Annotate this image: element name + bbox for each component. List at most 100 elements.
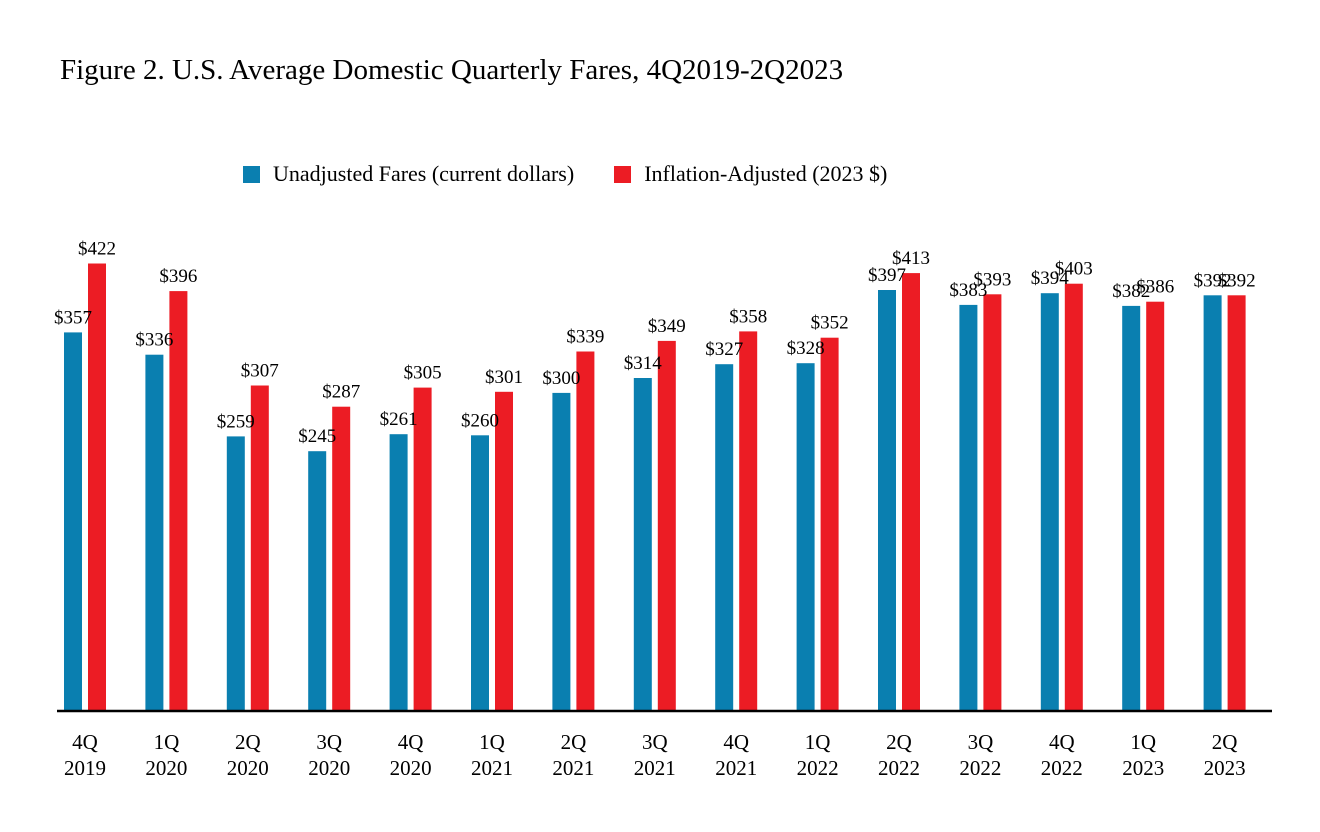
chart-title: Figure 2. U.S. Average Domestic Quarterl…: [60, 54, 844, 86]
x-tick-year-12: 2022: [1041, 756, 1083, 780]
data-label-unadjusted-7: $314: [624, 353, 663, 374]
x-tick-year-6: 2021: [552, 756, 594, 780]
x-tick-year-10: 2022: [878, 756, 920, 780]
bar-unadjusted-0: [64, 332, 82, 711]
bar-adjusted-6: [576, 351, 595, 711]
bar-adjusted-11: [983, 294, 1002, 711]
data-label-adjusted-7: $349: [648, 316, 686, 337]
x-tick-quarter-0: 4Q: [72, 730, 98, 754]
x-tick-year-2: 2020: [227, 756, 269, 780]
x-tick-quarter-12: 4Q: [1049, 730, 1075, 754]
bar-adjusted-7: [657, 340, 676, 711]
data-label-adjusted-14: $392: [1218, 270, 1256, 291]
legend-label-unadjusted: Unadjusted Fares (current dollars): [273, 161, 575, 186]
bar-unadjusted-10: [878, 290, 896, 711]
x-tick-year-9: 2022: [797, 756, 839, 780]
x-tick-quarter-2: 2Q: [235, 730, 261, 754]
data-label-adjusted-9: $352: [811, 313, 849, 334]
bar-unadjusted-9: [796, 363, 815, 711]
x-tick-year-7: 2021: [634, 756, 676, 780]
bar-adjusted-5: [495, 391, 513, 711]
bars-layer: [64, 263, 1246, 711]
x-tick-year-0: 2019: [64, 756, 106, 780]
bar-adjusted-4: [413, 387, 432, 711]
data-label-unadjusted-6: $300: [542, 368, 580, 389]
data-label-adjusted-1: $396: [159, 266, 197, 287]
x-tick-quarter-10: 2Q: [886, 730, 912, 754]
x-tick-quarter-4: 4Q: [398, 730, 424, 754]
x-tick-quarter-1: 1Q: [154, 730, 180, 754]
legend-swatch-adjusted: [614, 165, 632, 183]
bar-unadjusted-7: [633, 378, 652, 711]
data-label-unadjusted-10: $397: [868, 265, 906, 286]
x-tick-year-1: 2020: [145, 756, 187, 780]
x-tick-year-14: 2023: [1204, 756, 1246, 780]
x-tick-year-5: 2021: [471, 756, 513, 780]
x-tick-year-3: 2020: [308, 756, 350, 780]
x-tick-quarter-5: 1Q: [479, 730, 505, 754]
bar-adjusted-3: [332, 406, 351, 711]
bar-unadjusted-14: [1203, 295, 1222, 711]
data-label-unadjusted-13: $382: [1112, 281, 1150, 302]
bar-unadjusted-2: [226, 436, 245, 711]
x-tick-year-8: 2021: [715, 756, 757, 780]
x-tick-year-13: 2023: [1122, 756, 1164, 780]
x-tick-quarter-8: 4Q: [723, 730, 749, 754]
data-label-adjusted-12: $403: [1055, 259, 1093, 280]
data-label-unadjusted-8: $327: [705, 339, 743, 360]
x-tick-quarter-11: 3Q: [968, 730, 994, 754]
bar-adjusted-10: [902, 273, 920, 711]
bar-unadjusted-6: [552, 392, 571, 711]
legend-item-unadjusted: Unadjusted Fares (current dollars): [243, 161, 574, 187]
data-label-unadjusted-14: $392: [1194, 270, 1232, 291]
data-label-unadjusted-11: $383: [949, 280, 987, 301]
data-label-adjusted-6: $339: [566, 327, 604, 348]
data-label-adjusted-8: $358: [729, 306, 767, 327]
x-tick-year-4: 2020: [390, 756, 432, 780]
bar-unadjusted-12: [1040, 293, 1059, 711]
x-tick-quarter-14: 2Q: [1212, 730, 1238, 754]
bar-adjusted-2: [250, 385, 269, 711]
data-label-unadjusted-1: $336: [135, 330, 173, 351]
data-labels-layer: $357 $422 $336 $396 $259 $307 $245 $287 $261 $305…: [54, 239, 1256, 448]
x-tick-year-11: 2022: [959, 756, 1001, 780]
data-label-adjusted-4: $305: [404, 363, 442, 384]
chart-legend: Unadjusted Fares (current dollars) Infla…: [243, 161, 887, 187]
data-label-adjusted-3: $287: [322, 382, 360, 403]
bar-adjusted-14: [1227, 295, 1246, 711]
legend-label-adjusted: Inflation-Adjusted (2023 $): [644, 161, 888, 186]
bar-adjusted-13: [1146, 301, 1165, 711]
data-label-unadjusted-4: $261: [380, 409, 418, 430]
data-label-adjusted-11: $393: [973, 269, 1011, 290]
data-label-adjusted-5: $301: [485, 367, 523, 388]
bar-unadjusted-4: [389, 434, 408, 711]
bar-unadjusted-8: [715, 364, 734, 711]
bar-adjusted-12: [1064, 283, 1083, 711]
x-tick-quarter-13: 1Q: [1130, 730, 1156, 754]
bar-adjusted-0: [88, 263, 106, 711]
data-label-unadjusted-0: $357: [54, 307, 92, 328]
data-label-unadjusted-2: $259: [217, 411, 255, 432]
bar-adjusted-9: [820, 337, 839, 711]
bar-adjusted-8: [739, 331, 758, 711]
data-label-adjusted-0: $422: [78, 239, 116, 260]
data-label-adjusted-10: $413: [892, 248, 930, 269]
bar-unadjusted-1: [145, 354, 164, 711]
legend-swatch-unadjusted: [243, 165, 260, 183]
x-tick-quarter-6: 2Q: [561, 730, 587, 754]
x-tick-quarter-7: 3Q: [642, 730, 668, 754]
legend-item-adjusted: Inflation-Adjusted (2023 $): [614, 161, 887, 187]
data-label-unadjusted-9: $328: [787, 338, 825, 359]
bar-unadjusted-5: [471, 435, 489, 711]
data-label-unadjusted-12: $394: [1031, 268, 1070, 289]
bar-adjusted-1: [169, 291, 188, 711]
data-label-adjusted-13: $386: [1136, 277, 1174, 298]
bar-unadjusted-13: [1122, 305, 1141, 711]
x-tick-labels-layer: 4Q20191Q20202Q20203Q20204Q20201Q20212Q20…: [64, 730, 1246, 780]
data-label-unadjusted-5: $260: [461, 410, 499, 431]
bar-unadjusted-3: [308, 451, 327, 711]
data-label-adjusted-2: $307: [241, 361, 279, 382]
x-tick-quarter-9: 1Q: [805, 730, 831, 754]
data-label-unadjusted-3: $245: [298, 426, 336, 447]
